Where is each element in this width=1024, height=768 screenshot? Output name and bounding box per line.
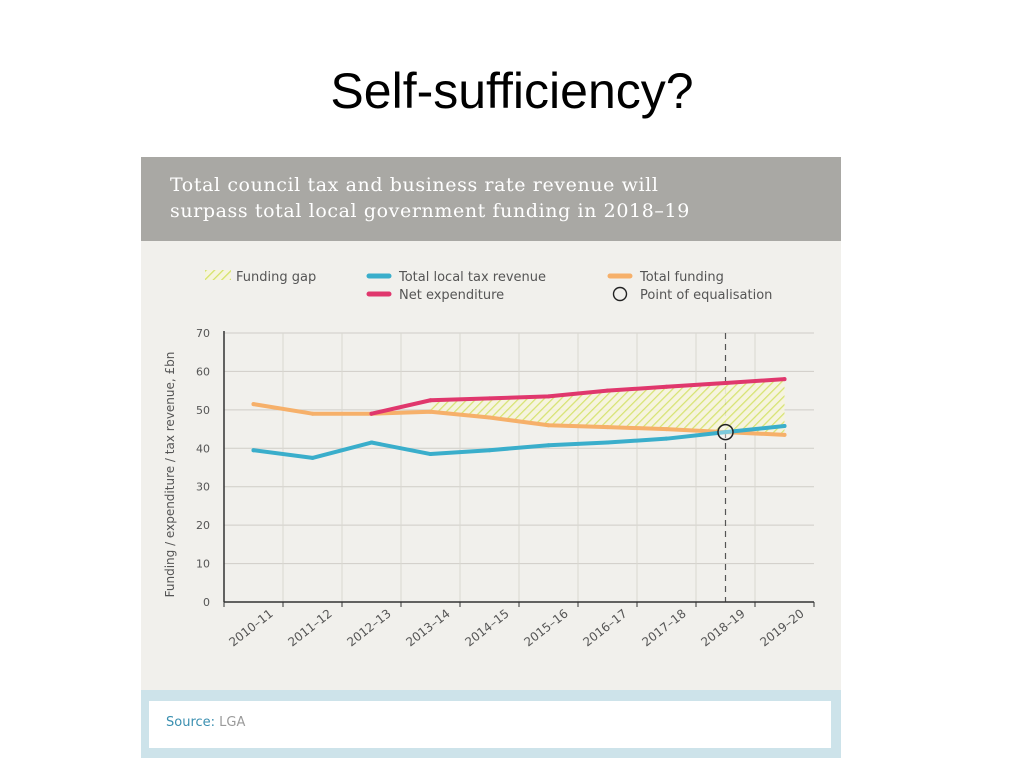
line-chart: 0 10 20 30 40 50 60 70 2010–11 2011–12 2012–13 2013… (163, 270, 815, 649)
source-note: Source: LGA (166, 715, 245, 730)
data-point-net-expenditure (369, 411, 374, 416)
data-point-net-expenditure (664, 384, 669, 389)
y-tick-label: 0 (203, 596, 210, 609)
legend-label: Funding gap (236, 270, 316, 285)
y-tick-label: 10 (196, 558, 210, 571)
x-tick-label: 2013–14 (403, 606, 452, 649)
y-tick-label: 20 (196, 519, 210, 532)
data-point-net-expenditure (605, 388, 610, 393)
data-point-total-local-tax-revenue (546, 443, 551, 448)
chart-figure: Total council tax and business rate reve… (141, 157, 841, 758)
data-point-net-expenditure (782, 377, 787, 382)
data-point-total-funding (605, 425, 610, 430)
source-label: Source: (166, 715, 216, 730)
series-line-total-funding (251, 402, 787, 437)
y-tick-label: 50 (196, 404, 210, 417)
data-point-total-local-tax-revenue (369, 440, 374, 445)
data-point-net-expenditure (546, 394, 551, 399)
series-line-total-local-tax-revenue (251, 423, 787, 460)
x-tick-label: 2017–18 (639, 606, 688, 649)
data-point-net-expenditure (723, 380, 728, 385)
data-point-total-funding (782, 432, 787, 437)
legend-label: Net expenditure (399, 288, 504, 303)
data-point-net-expenditure (428, 398, 433, 403)
x-tick-label: 2012–13 (344, 606, 393, 649)
legend-label: Point of equalisation (640, 288, 772, 303)
data-point-net-expenditure (487, 396, 492, 401)
data-point-total-funding (487, 415, 492, 420)
source-value: LGA (219, 715, 246, 730)
chart-title-line-1: Total council tax and business rate reve… (170, 174, 659, 196)
y-tick-label: 70 (196, 327, 210, 340)
x-tick-label: 2011–12 (285, 606, 334, 649)
data-point-total-local-tax-revenue (487, 448, 492, 453)
legend-swatch-circle (612, 286, 628, 302)
data-point-total-local-tax-revenue (310, 455, 315, 460)
data-point-total-local-tax-revenue (605, 440, 610, 445)
y-tick-label: 40 (196, 442, 210, 455)
data-point-total-local-tax-revenue (251, 448, 256, 453)
chart-title-line-2: surpass total local government funding i… (170, 200, 690, 222)
y-tick-label: 30 (196, 481, 210, 494)
legend-label: Total local tax revenue (398, 270, 546, 285)
equalisation-point-marker (717, 423, 734, 441)
data-point-total-local-tax-revenue (428, 452, 433, 457)
data-point-total-funding (251, 402, 256, 407)
data-point-total-funding (428, 409, 433, 414)
y-tick-label: 60 (196, 365, 210, 378)
chart-footer: Source: LGA (141, 690, 841, 758)
x-tick-label: 2010–11 (226, 606, 275, 649)
legend-label: Total funding (639, 270, 724, 285)
data-point-total-funding (310, 411, 315, 416)
slide-title: Self-sufficiency? (330, 63, 694, 119)
data-point-total-local-tax-revenue (664, 436, 669, 441)
x-tick-label: 2014–15 (462, 606, 511, 649)
source-box: Source: LGA (149, 701, 831, 748)
x-tick-label: 2019–20 (757, 606, 806, 649)
chart-header: Total council tax and business rate reve… (141, 157, 841, 241)
data-point-total-funding (664, 427, 669, 432)
x-tick-label: 2016–17 (580, 606, 629, 649)
data-point-total-local-tax-revenue (782, 423, 787, 428)
x-tick-label: 2018–19 (698, 606, 747, 649)
data-point-total-local-tax-revenue (723, 430, 728, 435)
legend-swatch-funding-gap (205, 270, 231, 280)
x-tick-label: 2015–16 (521, 606, 570, 649)
y-axis-label: Funding / expenditure / tax revenue, £bn (163, 352, 177, 598)
series-line-net-expenditure (369, 377, 787, 416)
data-point-total-funding (546, 423, 551, 428)
